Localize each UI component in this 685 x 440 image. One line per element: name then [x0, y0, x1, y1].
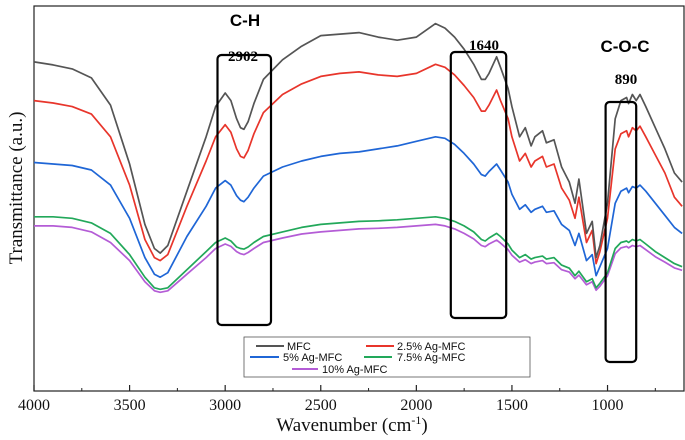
series-line-3	[34, 215, 683, 291]
x-tick-label-2000: 2000	[400, 397, 432, 414]
annotation-layer: C-H 2902 1640 C-O-C 890	[216, 11, 650, 364]
annotation-label-ch: C-H	[230, 11, 260, 30]
x-tick-label-2500: 2500	[305, 397, 337, 414]
series-layer	[33, 22, 683, 294]
series-line-1	[33, 63, 683, 265]
series-line-2	[33, 135, 683, 279]
x-tick-label-3500: 3500	[114, 397, 146, 414]
annotation-box-1640	[449, 50, 508, 320]
plot-frame	[33, 5, 685, 392]
legend-label-mfc: MFC	[287, 341, 311, 353]
x-tick-layer: 4000 3500 3000 2500 2000 1500 1000	[18, 385, 656, 414]
x-axis-title: Wavenumber (cm-1)	[276, 413, 427, 436]
x-axis-title-main: Wavenumber (cm	[276, 415, 411, 436]
x-tick-label-3000: 3000	[209, 397, 241, 414]
series-line-0	[33, 22, 683, 259]
x-axis-title-sup: -1	[411, 413, 421, 427]
annotation-peak-890: 890	[615, 72, 638, 88]
x-axis-title-close: )	[421, 415, 427, 436]
x-tick-label-1500: 1500	[496, 397, 528, 414]
legend-label-10: 10% Ag-MFC	[322, 364, 387, 376]
legend-label-2-5: 2.5% Ag-MFC	[397, 341, 466, 353]
annotation-peak-1640: 1640	[469, 38, 499, 54]
series-line-4	[34, 223, 683, 294]
legend-label-7-5: 7.5% Ag-MFC	[397, 352, 466, 364]
annotation-box-ch	[216, 53, 273, 327]
y-axis-title: Transmittance (a.u.)	[6, 112, 27, 265]
x-tick-label-4000: 4000	[18, 397, 50, 414]
annotation-peak-2902: 2902	[228, 49, 258, 65]
legend-label-5: 5% Ag-MFC	[283, 352, 342, 364]
legend: MFC 2.5% Ag-MFC 5% Ag-MFC 7.5% Ag-MFC 10…	[243, 336, 531, 378]
x-tick-label-1000: 1000	[592, 397, 624, 414]
annotation-label-coc: C-O-C	[600, 37, 649, 56]
legend-box	[243, 336, 531, 378]
annotation-box-coc	[604, 100, 638, 364]
